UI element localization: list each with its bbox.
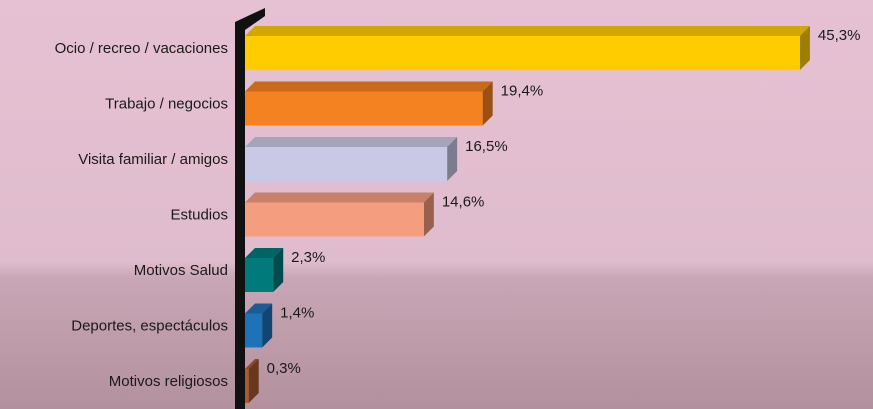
bar-top-shade (245, 82, 493, 92)
bar (245, 314, 262, 348)
chart: Ocio / recreo / vacaciones 45,3% Trabajo /… (0, 0, 873, 409)
bar (245, 147, 447, 181)
bar-top-shade (245, 193, 434, 203)
bar (245, 203, 424, 237)
category-label: Trabajo / negocios (105, 95, 228, 112)
value-label: 14,6% (442, 193, 485, 210)
category-label: Ocio / recreo / vacaciones (55, 40, 228, 57)
value-label: 45,3% (818, 27, 861, 44)
category-label: Motivos religiosos (109, 373, 228, 390)
category-label: Deportes, espectáculos (71, 317, 228, 334)
bar-top-shade (245, 137, 457, 147)
value-label: 1,4% (280, 304, 314, 321)
bar (245, 36, 800, 70)
value-label: 16,5% (465, 138, 508, 155)
value-label: 0,3% (267, 360, 301, 377)
bar (245, 92, 483, 126)
value-label: 2,3% (291, 249, 325, 266)
category-label: Visita familiar / amigos (78, 151, 228, 168)
bar (245, 258, 273, 292)
category-label: Estudios (170, 206, 228, 223)
bar (245, 369, 249, 403)
value-label: 19,4% (501, 82, 544, 99)
category-label: Motivos Salud (134, 262, 228, 279)
bar-top-shade (245, 26, 810, 36)
